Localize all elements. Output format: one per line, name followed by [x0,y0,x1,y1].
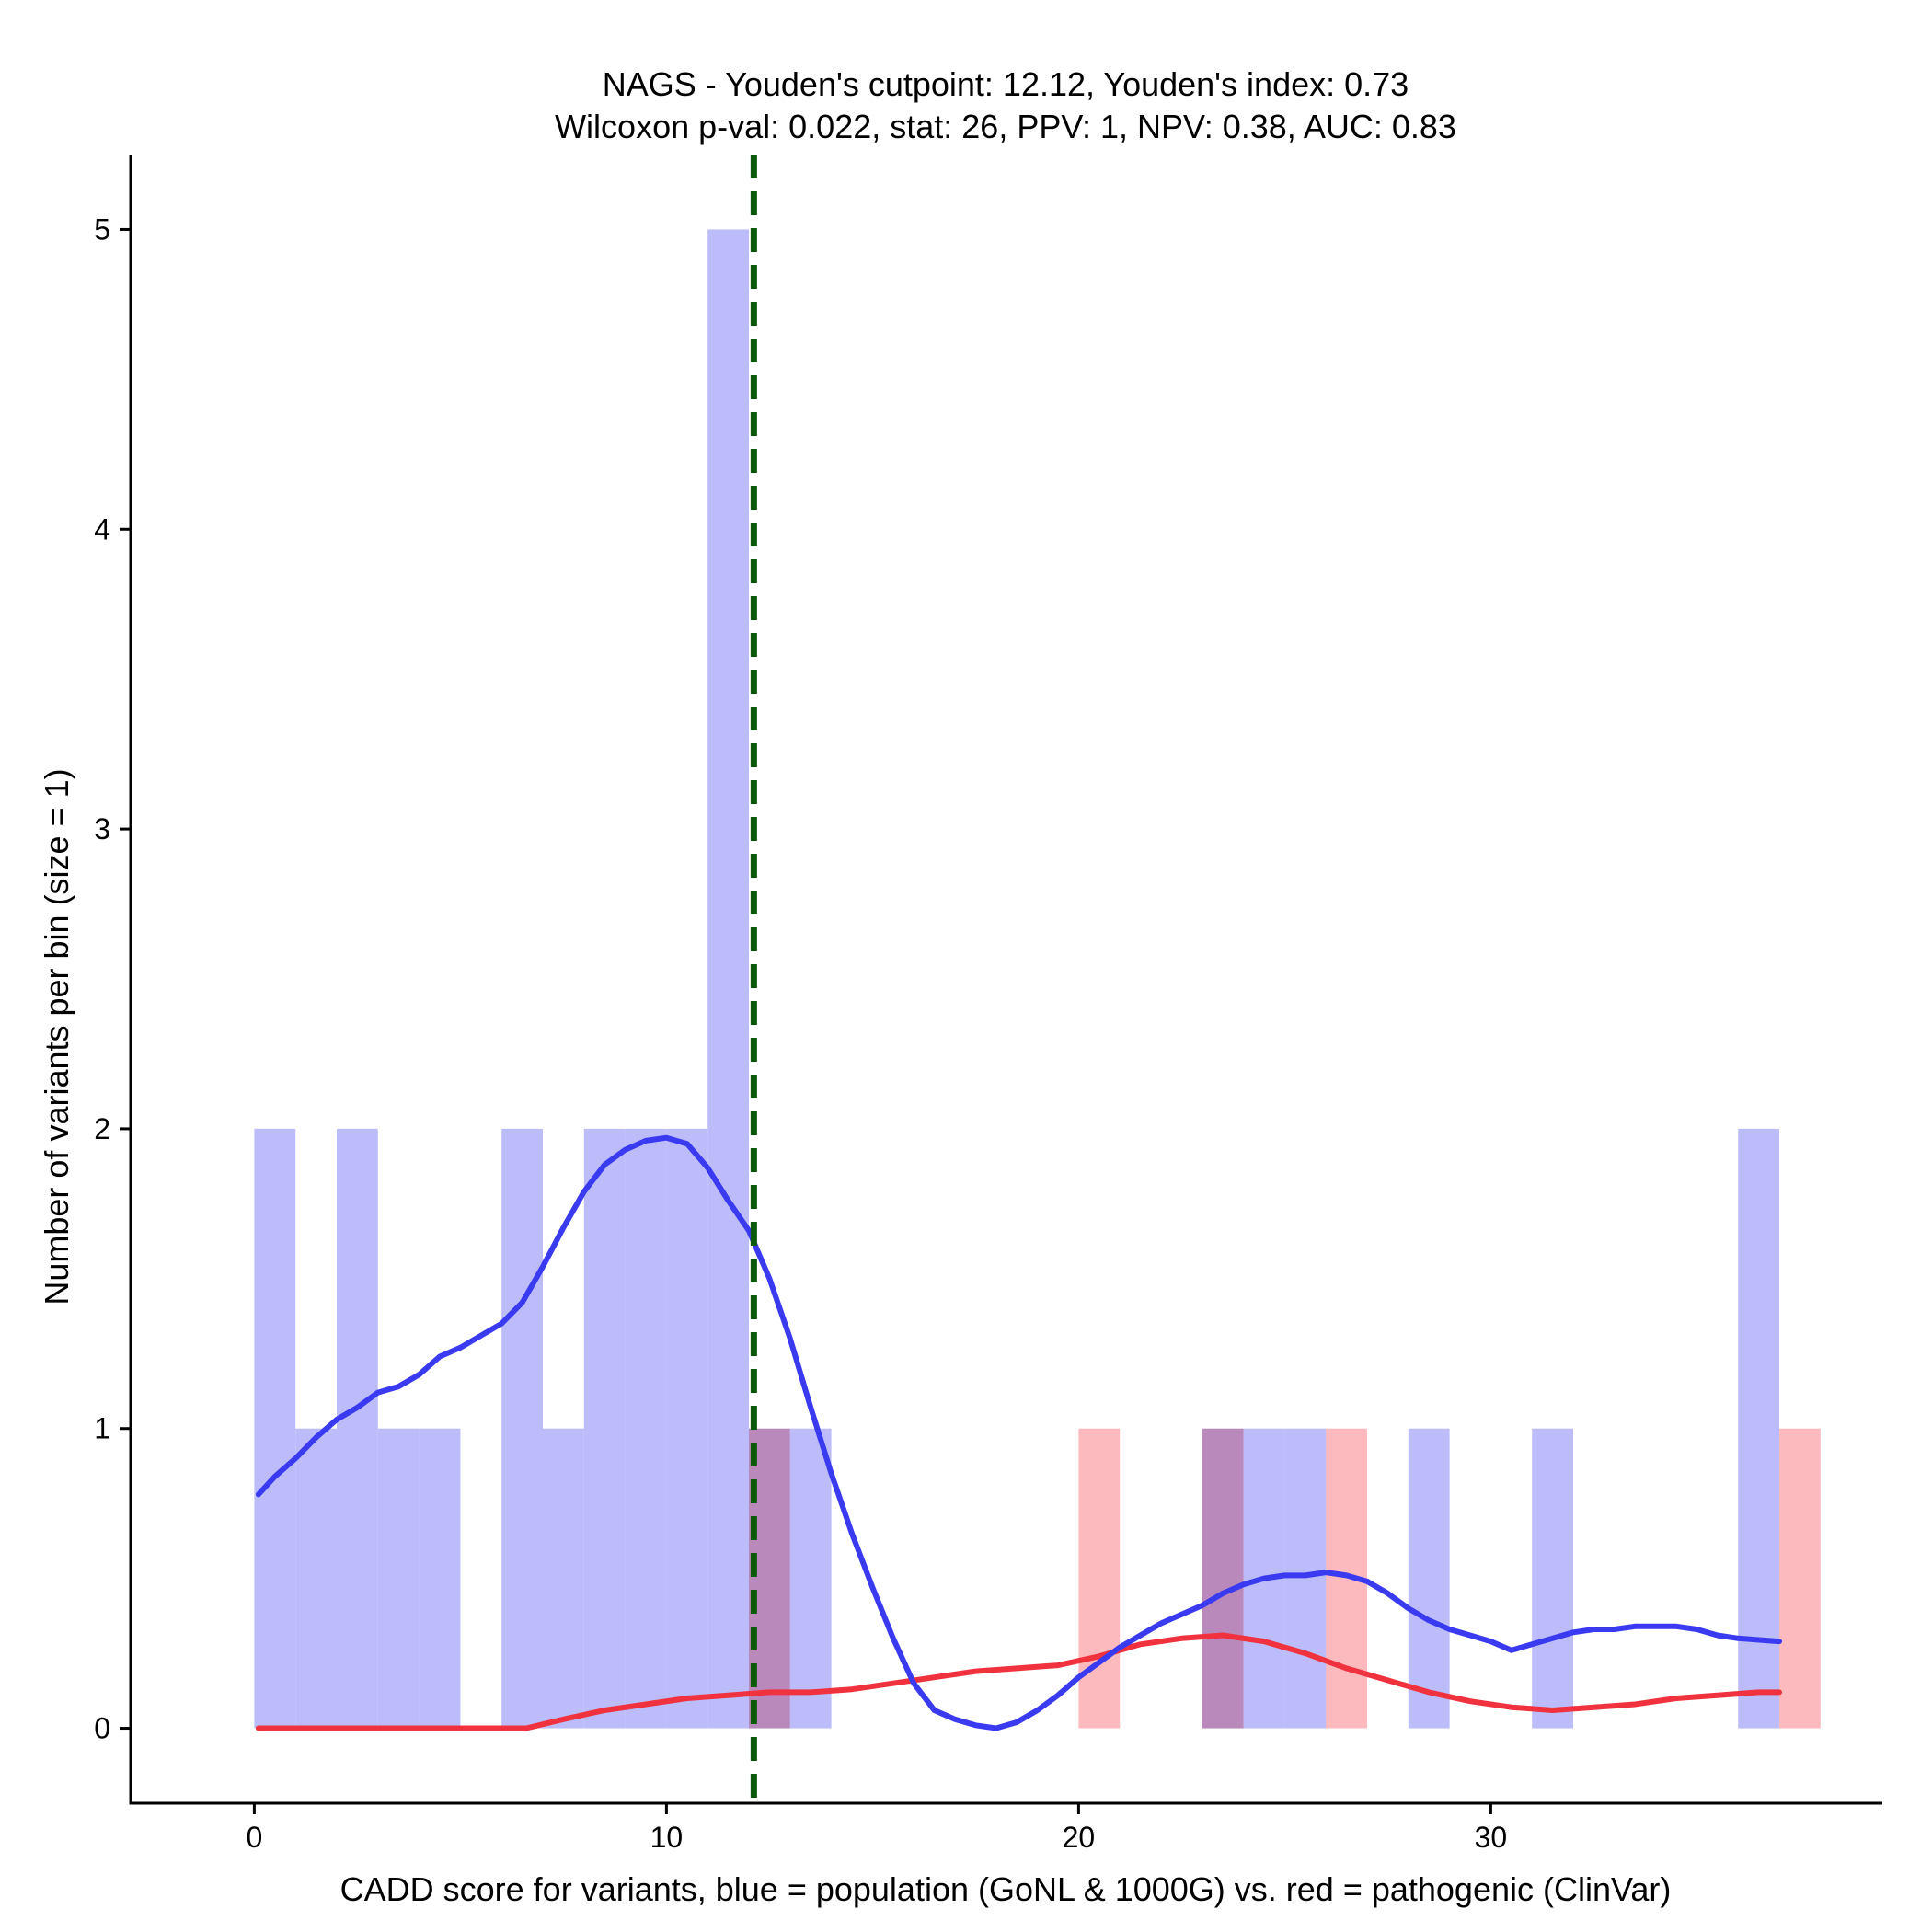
population-bar [295,1428,337,1729]
pathogenic-bar [1779,1428,1821,1729]
y-tick-label: 5 [94,213,110,246]
population-bar [625,1128,667,1729]
population-bar [707,229,749,1729]
pathogenic-bars [749,1428,1821,1729]
x-axis-title: CADD score for variants, blue = populati… [340,1870,1672,1908]
population-bar [1284,1428,1327,1729]
population-bar [501,1128,543,1729]
y-tick-label: 0 [94,1712,110,1745]
population-bar [337,1128,378,1729]
population-bar [1532,1428,1573,1729]
population-bar [1738,1128,1779,1729]
population-bar [666,1128,708,1729]
y-axis-title: Number of variants per bin (size = 1) [38,768,75,1305]
pathogenic-bar [1078,1428,1121,1729]
y-tick-label: 3 [94,812,110,845]
population-bar [789,1428,832,1729]
density-lines [255,1134,1782,1731]
population-bar [583,1128,626,1729]
population-bar [543,1428,584,1729]
population-bar [419,1428,461,1729]
population-bar [254,1128,296,1729]
population-density-line [255,1134,1782,1731]
population-bar [1408,1428,1450,1729]
y-axis: 0 1 2 3 4 5 [94,155,132,1805]
x-tick-label: 0 [247,1821,263,1854]
pathogenic-bar [1202,1428,1244,1729]
x-tick-label: 20 [1063,1821,1096,1854]
y-tick-label: 4 [94,512,110,546]
y-tick-label: 2 [94,1112,110,1145]
x-axis: 0 10 20 30 [129,1801,1882,1854]
population-bar [377,1428,420,1729]
chart-title: NAGS - Youden's cutpoint: 12.12, Youden'… [603,65,1409,103]
chart-subtitle: Wilcoxon p-val: 0.022, stat: 26, PPV: 1,… [555,108,1456,145]
x-tick-label: 10 [650,1821,684,1854]
pathogenic-density-line [255,1632,1782,1731]
x-tick-label: 30 [1475,1821,1508,1854]
y-tick-label: 1 [94,1412,110,1445]
